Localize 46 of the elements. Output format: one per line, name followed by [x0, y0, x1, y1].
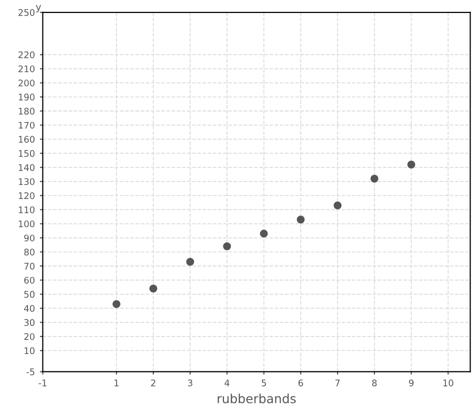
x-tick-label: 4 [224, 380, 230, 386]
y-tick-label: 130 [18, 178, 35, 186]
y-tick-label: 220 [18, 51, 35, 58]
y-tick-label: 60 [24, 276, 35, 284]
y-tick-label: 90 [24, 234, 35, 242]
y-tick-label: 160 [18, 136, 35, 143]
point [407, 160, 416, 169]
y-tick-label: 150 [18, 150, 35, 157]
y-tick-label: 250 [18, 9, 35, 16]
y-tick-label: 190 [18, 94, 35, 100]
x-tick-label: 10 [443, 380, 454, 386]
x-tick-label: 9 [408, 380, 414, 386]
point [149, 284, 158, 293]
y-tick-label: 170 [18, 122, 35, 129]
y-tick-label: 210 [18, 65, 35, 72]
point [186, 258, 194, 266]
y-tick-label: 140 [18, 164, 35, 171]
x-tick-label: 6 [298, 380, 304, 386]
x-tick-label: 8 [372, 380, 377, 386]
x-tick-label: 3 [188, 380, 192, 386]
point [223, 242, 231, 250]
y-axis-title: y [36, 5, 42, 12]
point [370, 174, 378, 183]
x-tick-label: 5 [262, 380, 266, 386]
y-tick-label: 110 [18, 206, 35, 214]
y-tick-label: 80 [24, 248, 35, 256]
point [260, 230, 268, 238]
point [296, 216, 305, 224]
y-tick-label: 100 [18, 220, 35, 228]
y-tick-label: -5 [26, 368, 34, 376]
y-tick-label: 30 [24, 319, 35, 326]
x-tick-label: -1 [38, 380, 46, 386]
x-tick-label: 2 [151, 380, 156, 386]
y-tick-label: 40 [24, 305, 35, 312]
y-tick-label: 10 [24, 347, 35, 354]
x-tick-label: 7 [335, 380, 340, 386]
y-tick-label: 70 [24, 262, 35, 270]
y-tick-label: 20 [24, 333, 35, 340]
y-tick-label: 200 [18, 80, 35, 86]
y-tick-label: 50 [24, 290, 35, 298]
point [112, 300, 120, 308]
x-axis-title: rubberbands [218, 394, 296, 404]
x-tick-label: 1 [114, 380, 118, 386]
y-tick-label: 120 [18, 192, 35, 200]
y-tick-label: 180 [18, 108, 35, 115]
point [334, 201, 342, 210]
